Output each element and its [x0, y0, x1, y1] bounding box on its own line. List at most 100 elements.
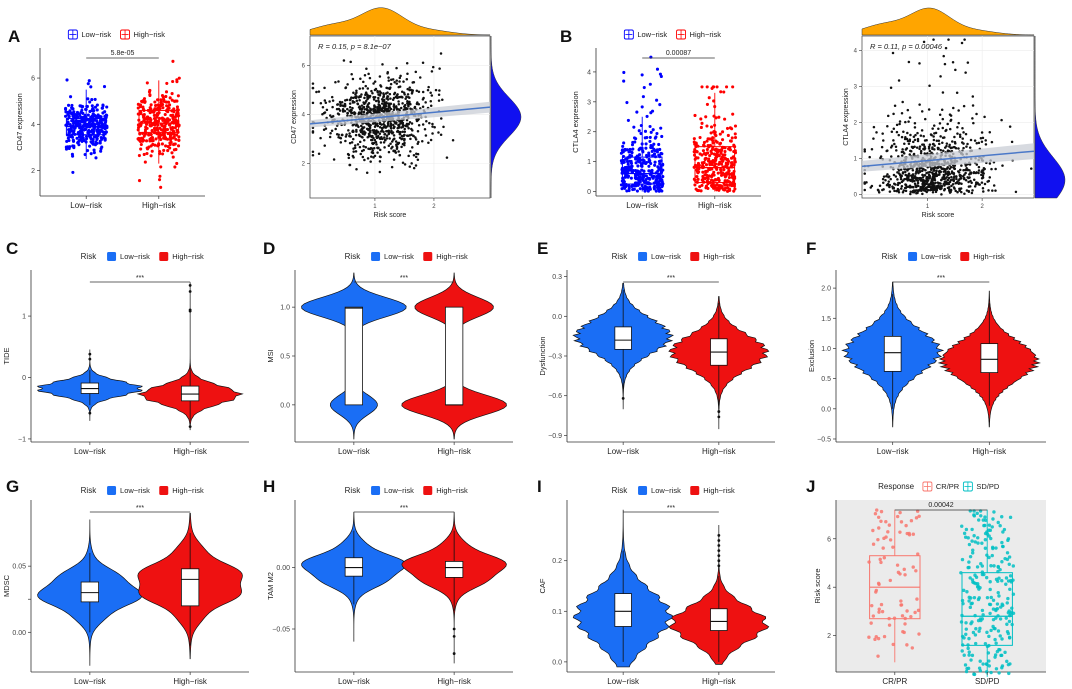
data-point	[934, 181, 937, 185]
data-point	[334, 127, 337, 131]
data-point	[393, 137, 396, 141]
data-point	[645, 155, 649, 159]
data-point	[417, 124, 421, 127]
data-point	[888, 190, 892, 193]
data-point	[373, 107, 376, 111]
data-point	[344, 86, 347, 90]
data-point	[373, 138, 377, 142]
data-point	[1010, 140, 1014, 144]
data-point	[944, 129, 947, 133]
data-point	[1008, 515, 1013, 520]
data-point	[632, 125, 636, 129]
data-point	[989, 670, 993, 675]
data-point	[995, 602, 1000, 606]
legend-item-label: High−risk	[973, 252, 1005, 261]
data-point	[720, 157, 724, 161]
data-point	[64, 107, 68, 111]
data-point	[372, 82, 375, 85]
data-point	[101, 125, 105, 129]
data-point	[365, 105, 369, 108]
outlier-point	[88, 352, 92, 356]
data-point	[705, 102, 709, 106]
data-point	[78, 126, 82, 130]
data-point	[400, 145, 403, 149]
data-point	[988, 611, 992, 616]
data-point	[863, 172, 866, 175]
data-point	[80, 131, 84, 135]
data-point	[986, 180, 989, 183]
data-point	[937, 127, 940, 130]
y-tick-label: 2	[31, 168, 35, 175]
data-point	[971, 104, 975, 107]
data-point	[157, 105, 161, 109]
data-point	[905, 177, 908, 181]
data-point	[882, 175, 886, 178]
data-point	[699, 125, 703, 130]
data-point	[160, 93, 165, 98]
data-point	[975, 112, 978, 116]
data-point	[410, 127, 413, 131]
data-point	[406, 99, 409, 103]
data-point	[342, 59, 346, 62]
data-point	[647, 151, 651, 155]
data-point	[711, 138, 715, 143]
y-tick-label: 4	[854, 48, 858, 54]
data-point	[907, 533, 912, 537]
data-point	[892, 616, 897, 620]
data-point	[382, 95, 386, 98]
data-point	[962, 104, 966, 108]
data-point	[659, 171, 663, 175]
data-point	[387, 76, 390, 79]
legend: Low−risk High−risk	[623, 29, 721, 40]
data-point	[143, 120, 147, 124]
data-point	[386, 72, 389, 75]
data-point	[913, 610, 917, 615]
data-point	[429, 91, 432, 94]
data-point	[713, 148, 717, 152]
data-point	[87, 133, 91, 137]
data-point	[948, 180, 952, 184]
data-point	[366, 111, 369, 115]
data-point	[79, 115, 83, 120]
data-point	[395, 82, 399, 85]
legend-item-label: High−risk	[172, 252, 204, 261]
data-point	[147, 133, 151, 137]
data-point	[403, 93, 406, 96]
signif-stars: ***	[136, 505, 144, 512]
data-point	[334, 80, 337, 84]
data-point	[916, 181, 920, 185]
data-point	[380, 98, 384, 101]
data-point	[139, 122, 143, 126]
data-point	[657, 159, 662, 163]
legend-key-high	[690, 252, 700, 261]
data-point	[158, 174, 162, 178]
data-point	[900, 180, 904, 184]
signif-stars: ***	[400, 505, 408, 512]
data-point	[719, 168, 723, 172]
data-point	[434, 88, 438, 92]
data-point	[153, 128, 158, 132]
data-point	[733, 187, 737, 191]
data-point	[620, 170, 625, 174]
data-point	[159, 101, 163, 105]
y-tick-label: 4	[827, 585, 831, 592]
data-point	[985, 644, 990, 649]
data-point	[104, 118, 108, 122]
data-point	[383, 138, 387, 142]
data-point	[398, 85, 402, 88]
data-point	[376, 110, 379, 113]
data-point	[696, 156, 700, 160]
data-point	[629, 176, 633, 180]
data-point	[422, 96, 425, 100]
data-point	[964, 71, 967, 74]
data-point	[878, 557, 882, 562]
data-point	[405, 95, 408, 99]
y-tick-label: 6	[31, 76, 35, 83]
data-point	[983, 182, 987, 186]
data-point	[948, 143, 951, 147]
data-point	[896, 570, 901, 575]
data-point	[973, 573, 977, 577]
signif-stars: ***	[667, 275, 675, 282]
